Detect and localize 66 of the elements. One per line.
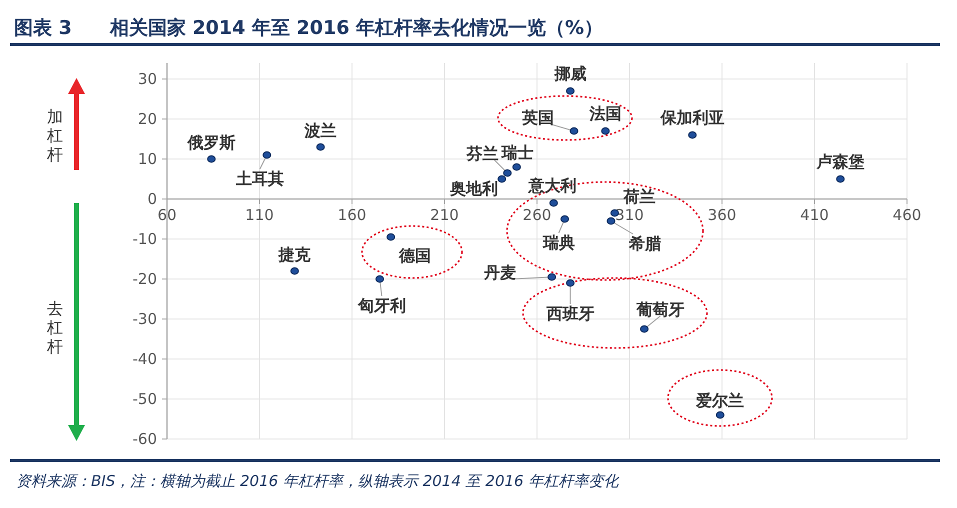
annotation: 爱尔兰 — [695, 391, 744, 410]
point — [549, 199, 558, 207]
annotation: 英国 — [521, 108, 554, 127]
y-tick-label: -10 — [132, 230, 157, 248]
annotation: 西班牙 — [545, 304, 594, 323]
chart-title: 图表 3 相关国家 2014 年至 2016 年杠杆率去化情况一览（%） — [14, 17, 604, 39]
point — [566, 87, 575, 95]
point — [688, 131, 697, 139]
x-tick-label: 60 — [157, 206, 177, 224]
annotation: 瑞士 — [500, 143, 534, 162]
x-tick-label: 210 — [430, 206, 459, 224]
point — [316, 143, 325, 151]
x-tick-label: 410 — [800, 206, 829, 224]
annotation: 奥地利 — [448, 179, 498, 198]
point — [386, 233, 396, 241]
y-tick-label: 20 — [138, 110, 157, 128]
point — [375, 275, 384, 283]
y-tick-label: 0 — [147, 190, 157, 208]
y-tick-label: -20 — [132, 270, 157, 288]
annotation: 瑞典 — [542, 233, 575, 252]
text: 加杠杆 — [46, 107, 63, 164]
point — [836, 175, 845, 183]
y-tick-label: -40 — [132, 350, 157, 368]
y-tick-label: -50 — [132, 390, 157, 408]
text: 去杠杆 — [46, 299, 63, 356]
point — [601, 127, 610, 135]
y-tick-label: 30 — [138, 70, 157, 88]
annotation: 波兰 — [304, 121, 337, 140]
annotation: 土耳其 — [234, 169, 284, 188]
x-tick-label: 310 — [615, 206, 644, 224]
point — [262, 151, 272, 159]
annotation: 丹麦 — [482, 263, 516, 282]
point — [548, 273, 556, 281]
point — [512, 163, 521, 171]
annotation: 荷兰 — [622, 187, 656, 206]
annotation: 匈牙利 — [356, 296, 406, 315]
x-tick-label: 360 — [708, 206, 736, 224]
x-tick-label: 460 — [892, 206, 922, 224]
point — [716, 411, 724, 419]
point — [640, 325, 649, 333]
annotation: 葡萄牙 — [635, 300, 684, 319]
annotation: 意大利 — [528, 176, 577, 195]
annotation: 卢森堡 — [815, 152, 864, 171]
x-tick-label: 160 — [338, 206, 366, 224]
annotation: 芬兰 — [465, 144, 498, 163]
annotation: 保加利亚 — [659, 108, 724, 127]
annotation: 挪威 — [553, 64, 586, 83]
text: 资料来源：BIS，注：横轴为截止 2016 年杠杆率，纵轴表示 2014 至 2016 年杠杆率变化 — [16, 472, 620, 490]
y-tick-label: -60 — [132, 430, 157, 448]
y-tick-label: 10 — [138, 150, 157, 168]
annotation: 法国 — [588, 104, 622, 123]
point — [560, 215, 570, 223]
annotation: 俄罗斯 — [186, 133, 236, 152]
annotation: 捷克 — [278, 245, 312, 264]
point — [566, 279, 575, 287]
annotation: 希腊 — [628, 234, 661, 253]
point — [570, 127, 578, 135]
x-tick-label: 260 — [522, 206, 552, 224]
point — [503, 169, 512, 177]
point — [290, 267, 299, 275]
y-tick-label: -30 — [132, 310, 157, 328]
point — [606, 217, 616, 225]
point — [207, 155, 216, 163]
point — [498, 175, 506, 183]
annotation: 德国 — [398, 246, 431, 265]
x-tick-label: 110 — [245, 206, 274, 224]
